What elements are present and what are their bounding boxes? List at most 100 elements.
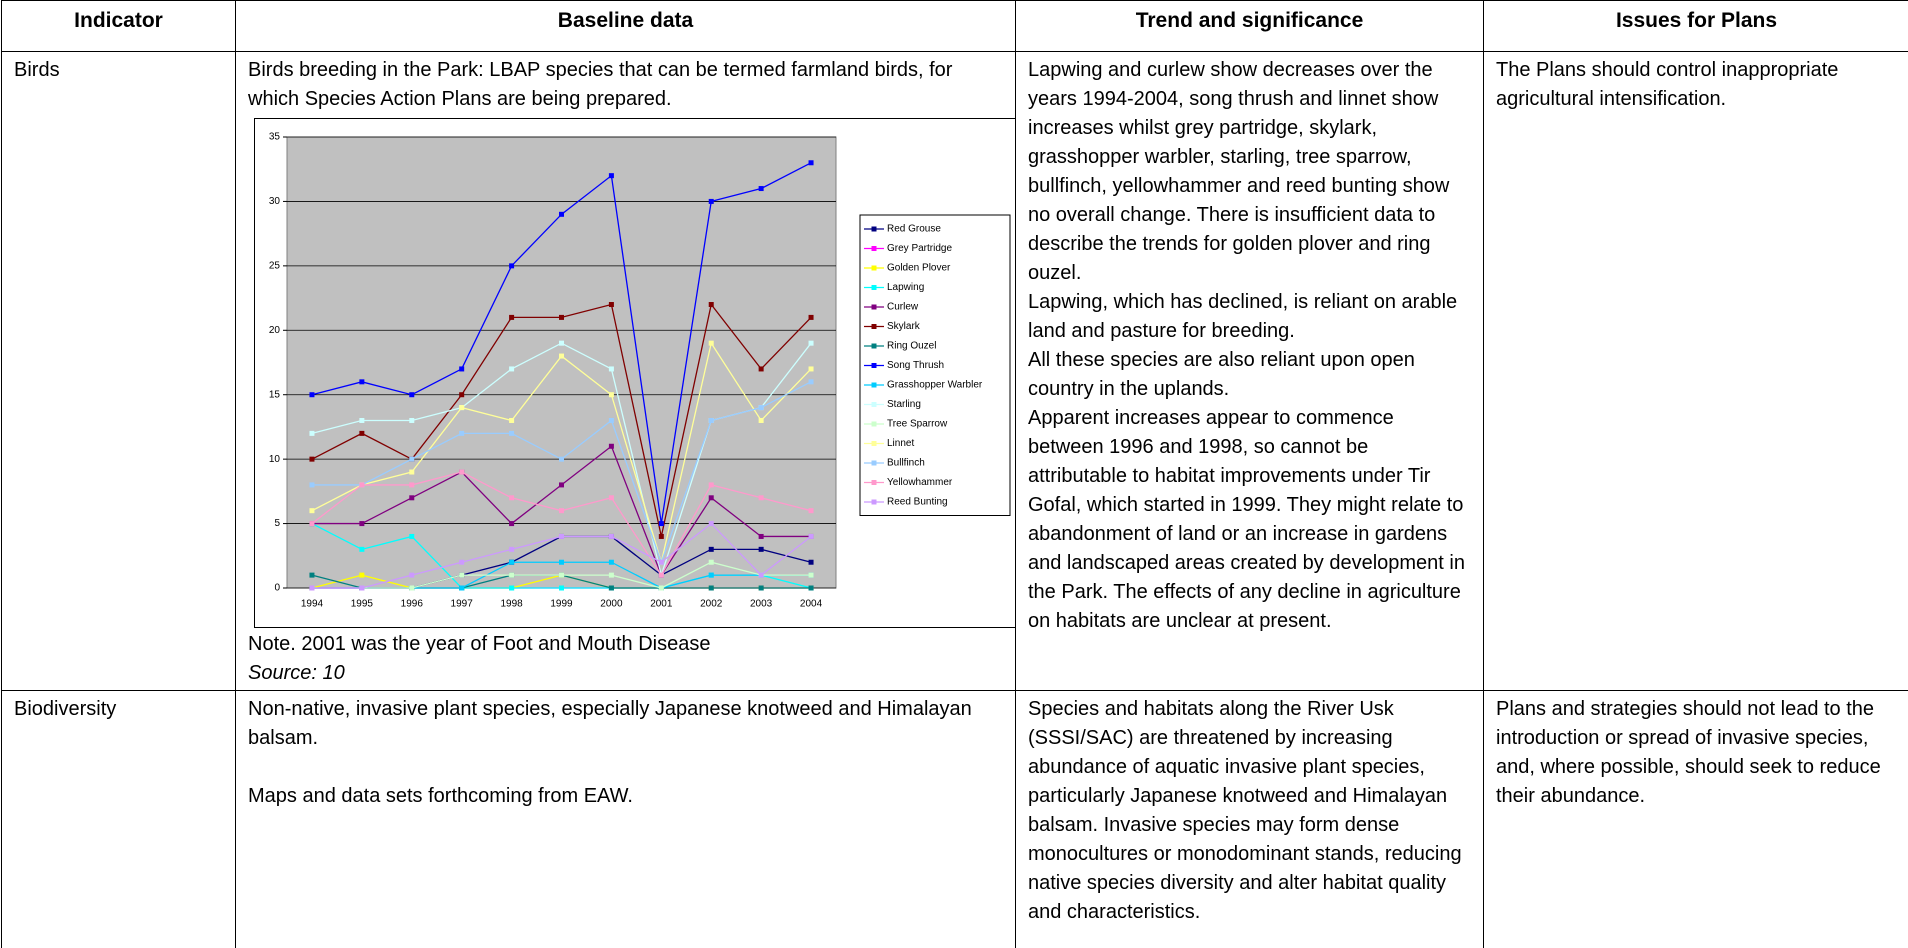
point-marker bbox=[758, 533, 764, 539]
point-marker bbox=[359, 521, 365, 527]
header-cell: Trend and significance bbox=[1015, 0, 1484, 52]
legend-marker bbox=[871, 402, 877, 407]
legend-label: Bullfinch bbox=[887, 458, 925, 469]
point-marker bbox=[409, 572, 415, 578]
indicator: Birds bbox=[1, 51, 236, 691]
legend-marker bbox=[871, 382, 877, 388]
x-tick-label: 1996 bbox=[401, 599, 424, 610]
y-tick-label: 30 bbox=[269, 196, 281, 207]
legend-label: Curlew bbox=[887, 302, 919, 313]
paragraph: Apparent increases appear to commence be… bbox=[1028, 407, 1465, 632]
point-marker bbox=[359, 572, 365, 578]
point-marker bbox=[459, 405, 465, 411]
legend-label: Yellowhammer bbox=[887, 477, 953, 488]
point-marker bbox=[608, 392, 614, 398]
point-marker bbox=[309, 430, 315, 436]
x-tick-label: 1999 bbox=[550, 599, 573, 610]
point-marker bbox=[808, 314, 814, 320]
point-marker bbox=[559, 559, 564, 565]
paragraph: Lapwing, which has declined, is reliant … bbox=[1028, 291, 1458, 342]
point-marker bbox=[808, 160, 814, 166]
point-marker bbox=[359, 430, 365, 436]
point-marker bbox=[559, 353, 564, 359]
header-cell: Issues for Plans bbox=[1483, 0, 1908, 52]
x-tick-label: 2001 bbox=[650, 599, 673, 610]
point-marker bbox=[708, 198, 714, 204]
issues: Plans and strategies should not lead to … bbox=[1483, 690, 1908, 948]
point-marker bbox=[758, 405, 764, 411]
x-tick-label: 2003 bbox=[750, 599, 773, 610]
point-marker bbox=[359, 482, 365, 488]
point-marker bbox=[509, 417, 515, 423]
legend-marker bbox=[871, 460, 877, 466]
point-marker bbox=[608, 572, 614, 578]
x-tick-label: 2004 bbox=[800, 599, 823, 610]
x-tick-label: 1998 bbox=[500, 599, 523, 610]
baseline: Birds breeding in the Park: LBAP species… bbox=[235, 51, 1016, 691]
point-marker bbox=[459, 430, 465, 436]
x-tick-label: 1995 bbox=[351, 599, 374, 610]
point-marker bbox=[608, 173, 614, 179]
point-marker bbox=[359, 546, 365, 552]
point-marker bbox=[708, 495, 714, 501]
legend-marker bbox=[871, 304, 877, 310]
point-marker bbox=[708, 585, 714, 591]
point-marker bbox=[808, 508, 814, 514]
point-marker bbox=[608, 366, 614, 372]
legend-box bbox=[859, 214, 1011, 516]
point-marker bbox=[758, 546, 764, 552]
point-marker bbox=[808, 572, 814, 578]
paragraph: Lapwing and curlew show decreases over t… bbox=[1028, 59, 1450, 284]
point-marker bbox=[808, 585, 814, 591]
x-tick-label: 2002 bbox=[700, 599, 723, 610]
row: Birds Birds breeding in the Park: LBAP s… bbox=[1, 51, 1908, 691]
legend-label: Ring Ouzel bbox=[887, 341, 936, 352]
point-marker bbox=[309, 572, 315, 578]
point-marker bbox=[758, 417, 764, 423]
legend-marker bbox=[871, 343, 877, 349]
source: Source: 10 bbox=[248, 662, 345, 684]
point-marker bbox=[708, 340, 714, 346]
point-marker bbox=[608, 585, 614, 591]
point-marker bbox=[409, 495, 415, 501]
header-cell: Indicator bbox=[1, 0, 236, 52]
legend-marker bbox=[871, 265, 877, 271]
paragraph: Species and habitats along the River Usk… bbox=[1028, 698, 1462, 923]
point-marker bbox=[559, 572, 564, 578]
legend-marker bbox=[871, 324, 877, 329]
point-marker bbox=[509, 572, 515, 578]
y-tick-label: 25 bbox=[269, 260, 281, 271]
baseline: Non-native, invasive plant species, espe… bbox=[235, 690, 1016, 948]
point-marker bbox=[459, 585, 465, 591]
trend: Species and habitats along the River Usk… bbox=[1015, 690, 1484, 948]
point-marker bbox=[559, 585, 564, 591]
row: Biodiversity Non-native, invasive plant … bbox=[1, 690, 1908, 948]
note: Note. 2001 was the year of Foot and Mout… bbox=[248, 633, 711, 655]
chart: 0 5 10 15 20 25 30 35 1994 1995 1996 1997 1998 1999 20… bbox=[254, 118, 1015, 628]
point-marker bbox=[708, 559, 714, 565]
x-tick-label: 1997 bbox=[451, 599, 474, 610]
point-marker bbox=[309, 482, 315, 488]
point-marker bbox=[459, 559, 465, 565]
point-marker bbox=[658, 521, 664, 527]
y-tick-label: 35 bbox=[269, 132, 281, 143]
paragraph: Non-native, invasive plant species, espe… bbox=[248, 698, 972, 749]
point-marker bbox=[459, 366, 465, 372]
point-marker bbox=[459, 469, 465, 475]
legend-label: Linnet bbox=[887, 438, 914, 449]
y-tick-label: 5 bbox=[274, 518, 280, 529]
legend-marker bbox=[871, 499, 877, 505]
point-marker bbox=[409, 456, 415, 462]
legend-marker bbox=[871, 421, 877, 427]
point-marker bbox=[608, 302, 614, 308]
header-cell: Baseline data bbox=[235, 0, 1016, 52]
point-marker bbox=[409, 392, 415, 398]
point-marker bbox=[658, 585, 664, 591]
point-marker bbox=[559, 482, 564, 488]
point-marker bbox=[409, 469, 415, 475]
legend-label: Starling bbox=[887, 399, 921, 410]
point-marker bbox=[359, 417, 365, 423]
point-marker bbox=[608, 443, 614, 449]
point-marker bbox=[758, 366, 764, 372]
